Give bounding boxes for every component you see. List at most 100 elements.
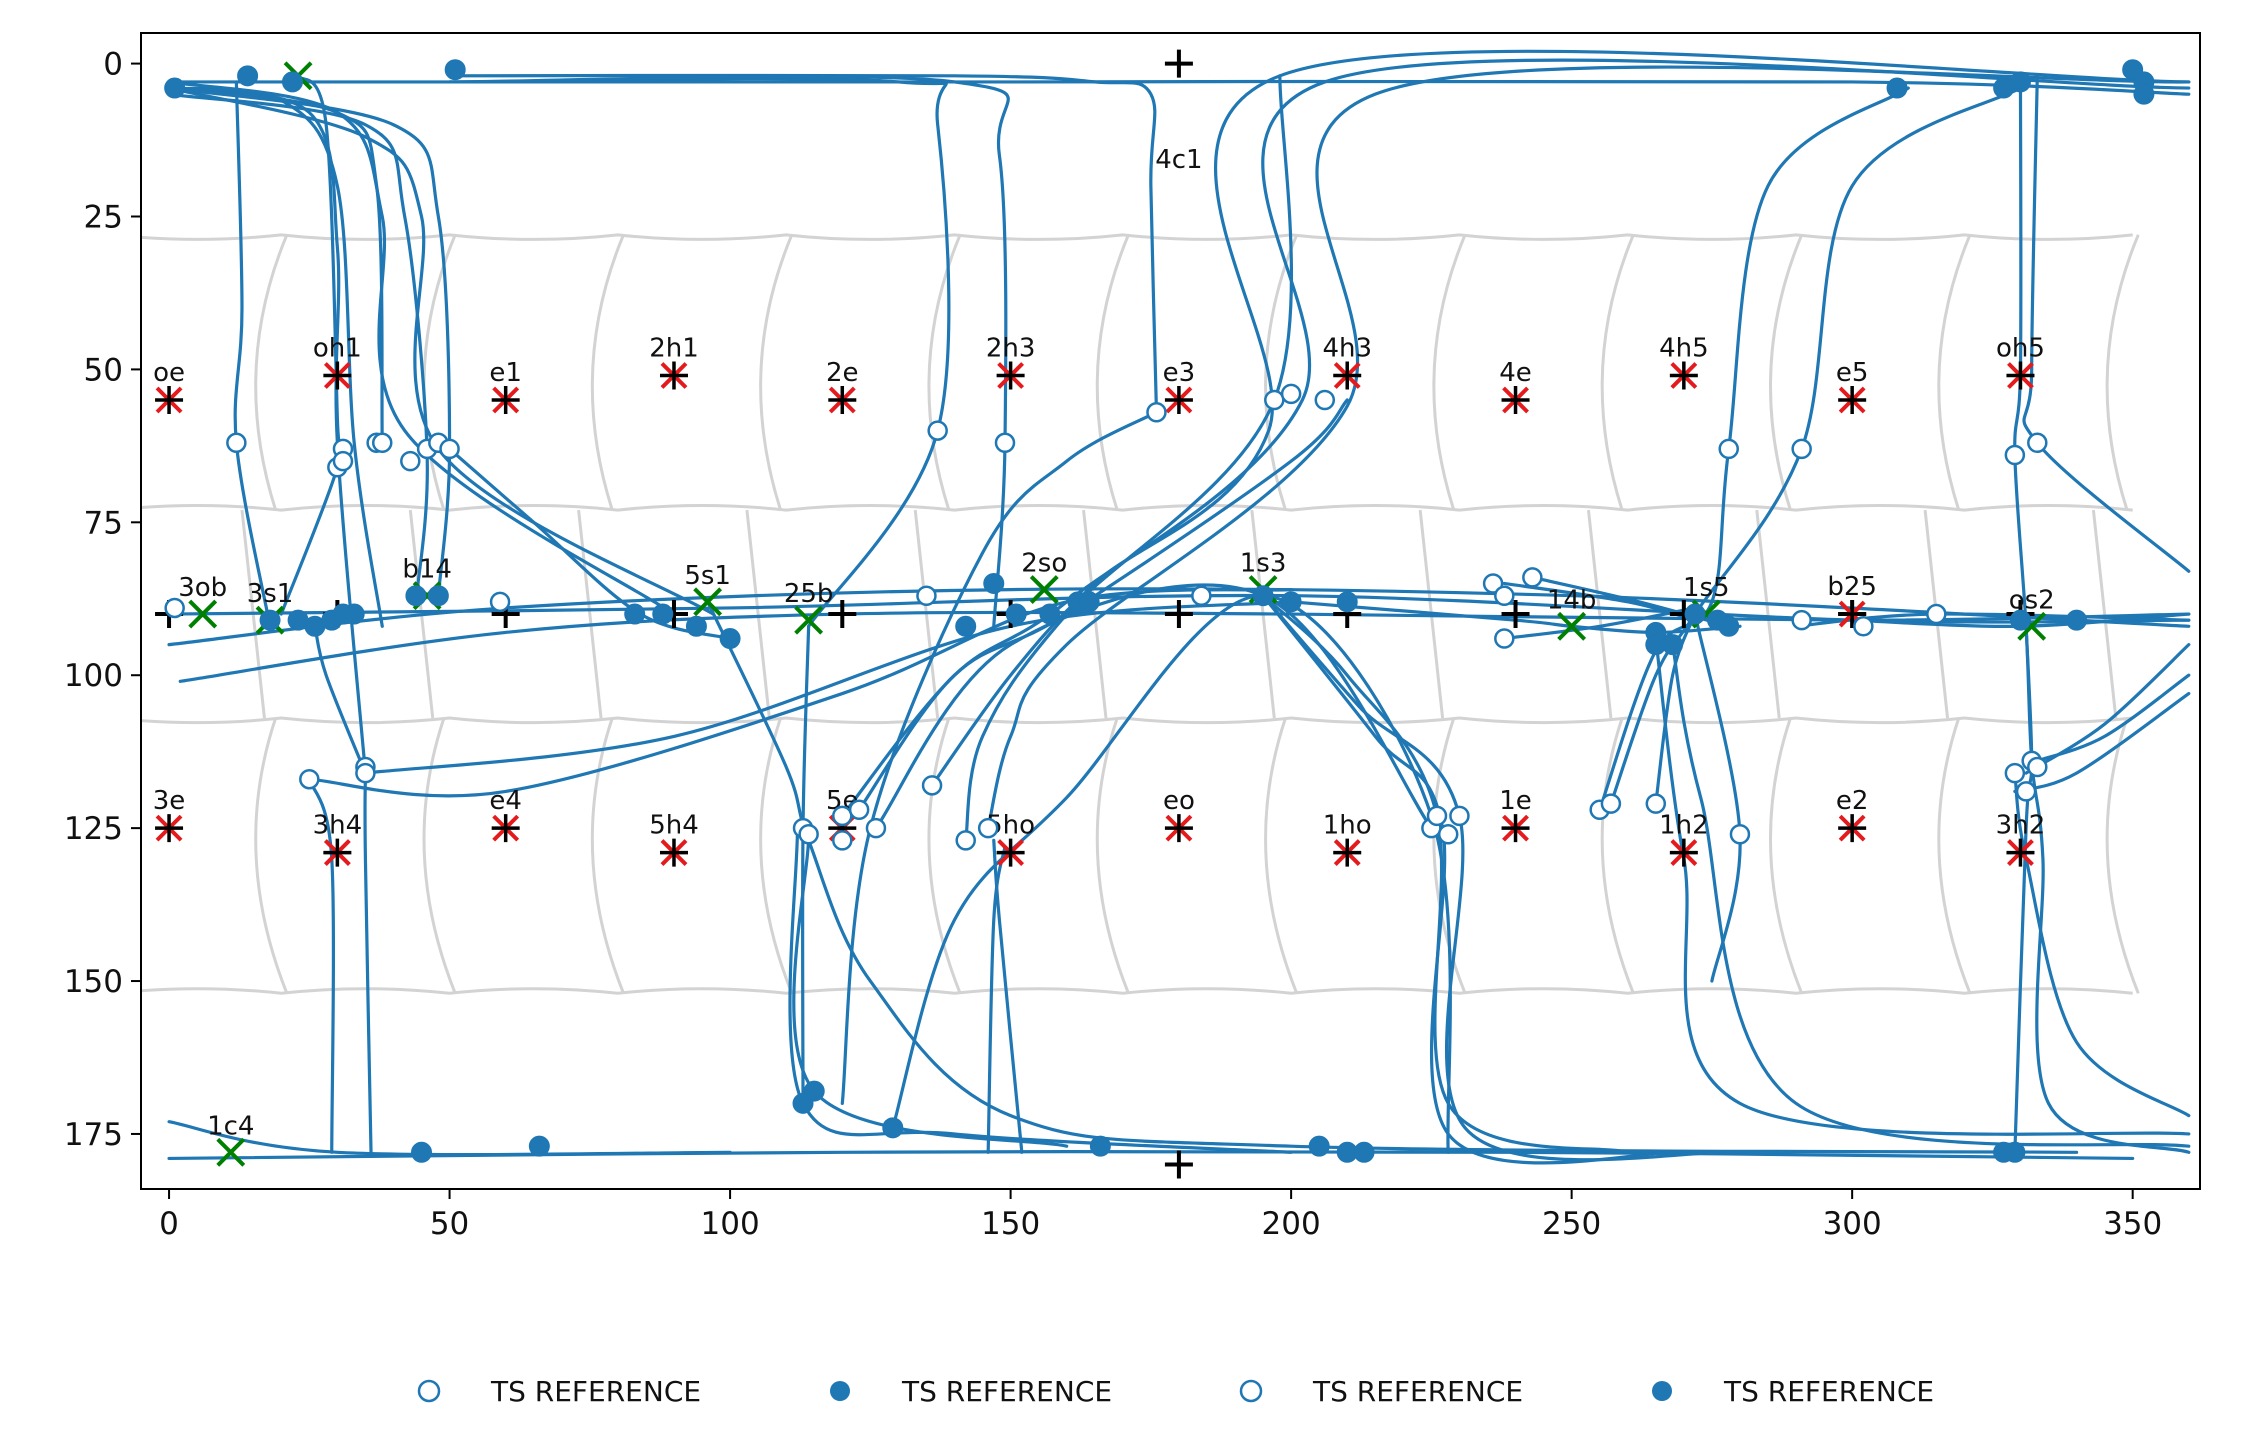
open-point (1280, 383, 1302, 405)
filled-point (2133, 83, 2155, 105)
filled-point (1336, 591, 1358, 613)
site-plus-marker (491, 814, 520, 843)
open-point (832, 830, 853, 851)
legend-label: TS REFERENCE (1723, 1375, 1934, 1408)
site-plus-marker (1501, 814, 1530, 843)
path-line (1261, 594, 1630, 1154)
open-point (2027, 756, 2048, 778)
path-line (167, 1120, 732, 1157)
region-boundary-vertical (1586, 509, 1613, 719)
filled-point (444, 59, 466, 81)
open-point (164, 597, 185, 619)
filled-point (624, 603, 646, 625)
path-line (706, 600, 2079, 1154)
region-boundary-vertical (1264, 717, 1299, 994)
path-line (1261, 594, 1686, 1165)
filled-point (2066, 609, 2088, 631)
site-plus-marker (155, 814, 184, 843)
open-point (1600, 793, 1622, 814)
site-plus-marker (1669, 838, 1698, 867)
site-plus-marker (1501, 385, 1530, 414)
filled-point (1718, 615, 1740, 637)
site-plus-marker (323, 838, 352, 867)
y-tick-label: 25 (84, 199, 123, 235)
saddle-markers: 3ob 3s1 b14 5s1 25b 2so 1s3 14b 1s5 os2 4c1 1c4 (178, 61, 2055, 1167)
region-boundary-vertical (2105, 717, 2140, 994)
region-boundary-vertical (1937, 234, 1972, 511)
legend-label: TS REFERENCE (901, 1375, 1112, 1408)
site-plus-marker (1838, 385, 1867, 414)
filled-point (1353, 1141, 1375, 1163)
y-tick-label: 75 (84, 505, 123, 541)
x-tick-label: 50 (430, 1206, 469, 1242)
site-label: 4e (1499, 358, 1532, 388)
x-tick-label: 250 (1542, 1206, 1601, 1242)
open-point (2004, 444, 2026, 466)
filled-point (281, 71, 303, 93)
open-point (299, 768, 320, 790)
path-line (992, 838, 1024, 1154)
plot-frame (140, 32, 2201, 1190)
site-label: eo (1163, 786, 1195, 816)
open-point (798, 823, 819, 845)
open-point (955, 830, 976, 851)
path-line (1654, 612, 1697, 806)
site-label: 2h1 (649, 334, 699, 364)
path-line (167, 86, 384, 445)
site-plus-marker (1838, 600, 1867, 629)
open-point (489, 591, 511, 613)
region-boundary-vertical (2091, 509, 2118, 719)
saddle-label: 1s3 (1240, 549, 1287, 579)
region-boundary-vertical (254, 234, 289, 511)
open-point (1729, 823, 1751, 845)
saddle-label: 14b (1547, 585, 1597, 615)
saddle-label: os2 (2009, 585, 2055, 615)
site-label: 1e (1499, 786, 1532, 816)
filled-point (2004, 1141, 2026, 1163)
site-plus-marker (323, 361, 352, 390)
saddle-cross-marker (693, 587, 723, 617)
path-line (363, 600, 1293, 775)
path-line (788, 826, 1293, 1154)
site-label: 2e (826, 358, 859, 388)
path-line (2013, 624, 2034, 1154)
path-line (167, 80, 676, 616)
open-point (1791, 438, 1812, 460)
saddle-cross-marker (216, 1137, 246, 1167)
saddle-label: 1s5 (1683, 573, 1730, 603)
x-tick-label: 200 (1262, 1206, 1321, 1242)
site-label: e2 (1836, 786, 1869, 816)
site-label: oh1 (313, 334, 362, 364)
open-point (1314, 389, 1336, 411)
path-line (447, 73, 1159, 414)
open-point (1494, 585, 1515, 606)
region-boundary-horizontal (141, 987, 2133, 995)
open-point (921, 775, 943, 796)
filled-point (685, 615, 707, 637)
saddle-cross-marker (1557, 611, 1587, 641)
open-point (927, 420, 948, 441)
saddle-label: 2so (1021, 549, 1067, 579)
region-boundary-vertical (1432, 234, 1467, 511)
site-plus-marker (996, 838, 1025, 867)
path-line (233, 80, 272, 628)
path-line (363, 771, 373, 1154)
filled-point (803, 1080, 825, 1102)
region-boundary-vertical (590, 717, 625, 994)
filled-point (983, 572, 1005, 594)
region-boundary-vertical (1755, 509, 1781, 719)
open-point (865, 817, 887, 839)
saddle-cross-marker (188, 599, 218, 629)
site-label: 3h4 (313, 811, 363, 841)
filled-point (1280, 591, 1302, 613)
site-plus-marker (491, 385, 520, 414)
filled-point (1886, 77, 1908, 99)
open-point (1645, 793, 1667, 814)
region-boundary-vertical (1769, 234, 1804, 511)
region-boundary-vertical (254, 717, 289, 994)
site-label: e5 (1836, 358, 1869, 388)
path-line (840, 410, 1159, 1105)
legend-filled-marker (1652, 1381, 1672, 1401)
region-boundary-vertical (1600, 234, 1635, 511)
